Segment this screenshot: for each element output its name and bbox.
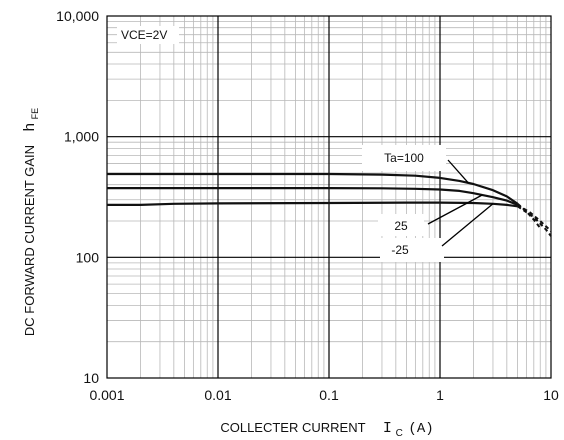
condition-label: VCE=2V [121,28,167,42]
y-tick-labels: 10 100 1,000 10,000 [56,8,99,386]
annotation-leader [441,203,494,247]
series-extrapolation [517,204,552,232]
series-line [107,172,519,205]
series-line [107,187,519,206]
x-tick-label: 1 [436,387,444,403]
condition-label-box [117,26,179,44]
series-annotation: -25 [391,243,409,257]
series-line [107,201,518,208]
y-tick-label: 10 [83,370,99,386]
x-tick-label: 0.01 [204,387,231,403]
series-annotation: Ta=100 [384,151,424,165]
x-tick-label: 0.001 [89,387,124,403]
x-tick-label: 10 [543,387,559,403]
series-extrapolation [517,205,552,237]
y-tick-label: 1,000 [64,129,99,145]
plot-frame [106,15,552,379]
annotation-layer: Ta=100 25 -25 [362,145,494,262]
series-annotation: 25 [394,219,408,233]
series-layer [107,172,552,237]
annotation-box [380,238,444,262]
annotation-leader [427,194,483,225]
y-tick-label: 100 [76,249,100,265]
x-tick-labels: 0.001 0.01 0.1 1 10 [89,387,559,403]
y-axis-title: DC FORWARD CURRENT GAIN h FE [21,108,40,336]
annotation-box [378,214,424,236]
y-tick-label: 10,000 [56,8,99,24]
x-tick-label: 0.1 [319,387,339,403]
major-gridlines [107,16,551,378]
annotation-leader [447,159,469,184]
x-axis-title: COLLECTER CURRENT I C (A) [220,420,433,439]
annotation-box [362,145,446,171]
